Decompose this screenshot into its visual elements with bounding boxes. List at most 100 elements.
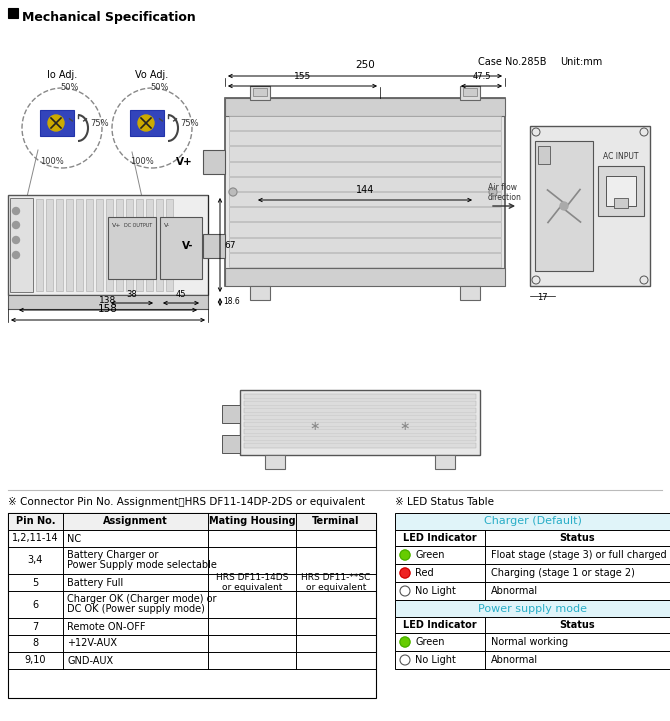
- Bar: [250, 286, 270, 300]
- Bar: [225, 98, 505, 286]
- Text: 158: 158: [98, 304, 118, 314]
- Bar: [156, 199, 163, 291]
- Text: HRS DF11-14DS: HRS DF11-14DS: [216, 573, 288, 582]
- Bar: [40, 110, 74, 136]
- Bar: [463, 88, 477, 96]
- Circle shape: [400, 550, 410, 560]
- Bar: [229, 222, 501, 236]
- Bar: [96, 199, 103, 291]
- Text: direction: direction: [488, 193, 522, 203]
- Bar: [106, 199, 113, 291]
- Bar: [229, 177, 501, 191]
- Bar: [66, 199, 73, 291]
- Text: Unit:mm: Unit:mm: [560, 57, 602, 67]
- Text: +12V-AUX: +12V-AUX: [67, 639, 117, 648]
- Text: 155: 155: [294, 72, 311, 81]
- Bar: [160, 217, 202, 279]
- Text: 144: 144: [356, 185, 374, 195]
- Bar: [46, 199, 53, 291]
- Bar: [229, 192, 501, 206]
- Bar: [395, 546, 670, 564]
- Text: 7: 7: [32, 622, 39, 632]
- Text: Charging (stage 1 or stage 2): Charging (stage 1 or stage 2): [491, 568, 635, 578]
- Text: Terminal: Terminal: [312, 516, 360, 526]
- Bar: [244, 415, 476, 420]
- Text: 9,10: 9,10: [25, 655, 46, 665]
- Text: 100%: 100%: [40, 157, 64, 167]
- Text: Air flow: Air flow: [488, 184, 517, 193]
- Bar: [36, 199, 43, 291]
- Bar: [606, 176, 636, 206]
- Bar: [8, 295, 208, 309]
- Text: Battery Full: Battery Full: [67, 578, 123, 588]
- Bar: [229, 207, 501, 221]
- Text: Vo Adj.: Vo Adj.: [135, 70, 169, 80]
- Bar: [166, 199, 173, 291]
- Text: V-: V-: [182, 241, 193, 251]
- Bar: [535, 141, 593, 271]
- Text: 45: 45: [176, 290, 186, 299]
- Circle shape: [13, 208, 19, 215]
- Bar: [130, 110, 164, 136]
- Bar: [250, 86, 270, 100]
- Bar: [222, 435, 240, 453]
- Text: 75%: 75%: [90, 120, 109, 128]
- Bar: [598, 166, 644, 216]
- Text: Mating Housing: Mating Housing: [208, 516, 295, 526]
- Bar: [203, 234, 225, 258]
- Text: ∗: ∗: [400, 420, 410, 433]
- Text: LED Indicator: LED Indicator: [403, 620, 477, 630]
- Text: 17: 17: [537, 293, 547, 303]
- Text: Status: Status: [559, 620, 596, 630]
- Bar: [146, 199, 153, 291]
- Bar: [225, 98, 505, 116]
- Text: 38: 38: [127, 290, 137, 299]
- Text: 1,2,11‑14: 1,2,11‑14: [12, 534, 59, 544]
- Text: Green: Green: [415, 550, 444, 560]
- Text: Assignment: Assignment: [103, 516, 168, 526]
- Bar: [56, 199, 63, 291]
- Bar: [244, 408, 476, 413]
- Text: Mechanical Specification: Mechanical Specification: [22, 12, 196, 25]
- Circle shape: [13, 236, 19, 244]
- Bar: [538, 146, 550, 164]
- Circle shape: [489, 188, 497, 196]
- Text: Charger (Default): Charger (Default): [484, 516, 582, 526]
- Text: Float stage (stage 3) or full charged: Float stage (stage 3) or full charged: [491, 550, 667, 560]
- Text: HRS DF11-**SC: HRS DF11-**SC: [302, 573, 371, 582]
- Text: Normal working: Normal working: [491, 637, 568, 647]
- Bar: [8, 513, 376, 530]
- Text: 50%: 50%: [60, 84, 78, 92]
- Bar: [229, 131, 501, 146]
- Bar: [229, 253, 501, 267]
- Bar: [86, 199, 93, 291]
- Text: Red: Red: [415, 568, 433, 578]
- Bar: [244, 436, 476, 441]
- Text: 6: 6: [32, 599, 39, 609]
- Bar: [116, 199, 123, 291]
- Text: No Light: No Light: [415, 586, 456, 596]
- Text: LED Indicator: LED Indicator: [403, 533, 477, 543]
- Bar: [8, 195, 208, 295]
- Circle shape: [400, 568, 410, 578]
- Text: Status: Status: [559, 533, 596, 543]
- Text: Power Supply mode selectable: Power Supply mode selectable: [67, 560, 217, 570]
- Bar: [395, 617, 670, 633]
- Bar: [460, 86, 480, 100]
- Circle shape: [48, 115, 64, 131]
- Bar: [395, 600, 670, 617]
- Text: ※ Connector Pin No. Assignment：HRS DF11-14DP-2DS or equivalent: ※ Connector Pin No. Assignment：HRS DF11-…: [8, 497, 365, 507]
- Text: V+: V+: [112, 223, 121, 228]
- Text: 250: 250: [355, 60, 375, 70]
- Bar: [76, 199, 83, 291]
- Bar: [229, 162, 501, 176]
- Text: 18.6: 18.6: [223, 298, 240, 306]
- Circle shape: [560, 202, 568, 210]
- Text: Charger OK (Charger mode) or: Charger OK (Charger mode) or: [67, 593, 216, 603]
- Text: Io Adj.: Io Adj.: [47, 70, 77, 80]
- Bar: [395, 582, 670, 600]
- Text: AC INPUT: AC INPUT: [603, 152, 639, 161]
- Bar: [395, 564, 670, 582]
- Bar: [244, 394, 476, 399]
- Text: 138: 138: [99, 296, 117, 305]
